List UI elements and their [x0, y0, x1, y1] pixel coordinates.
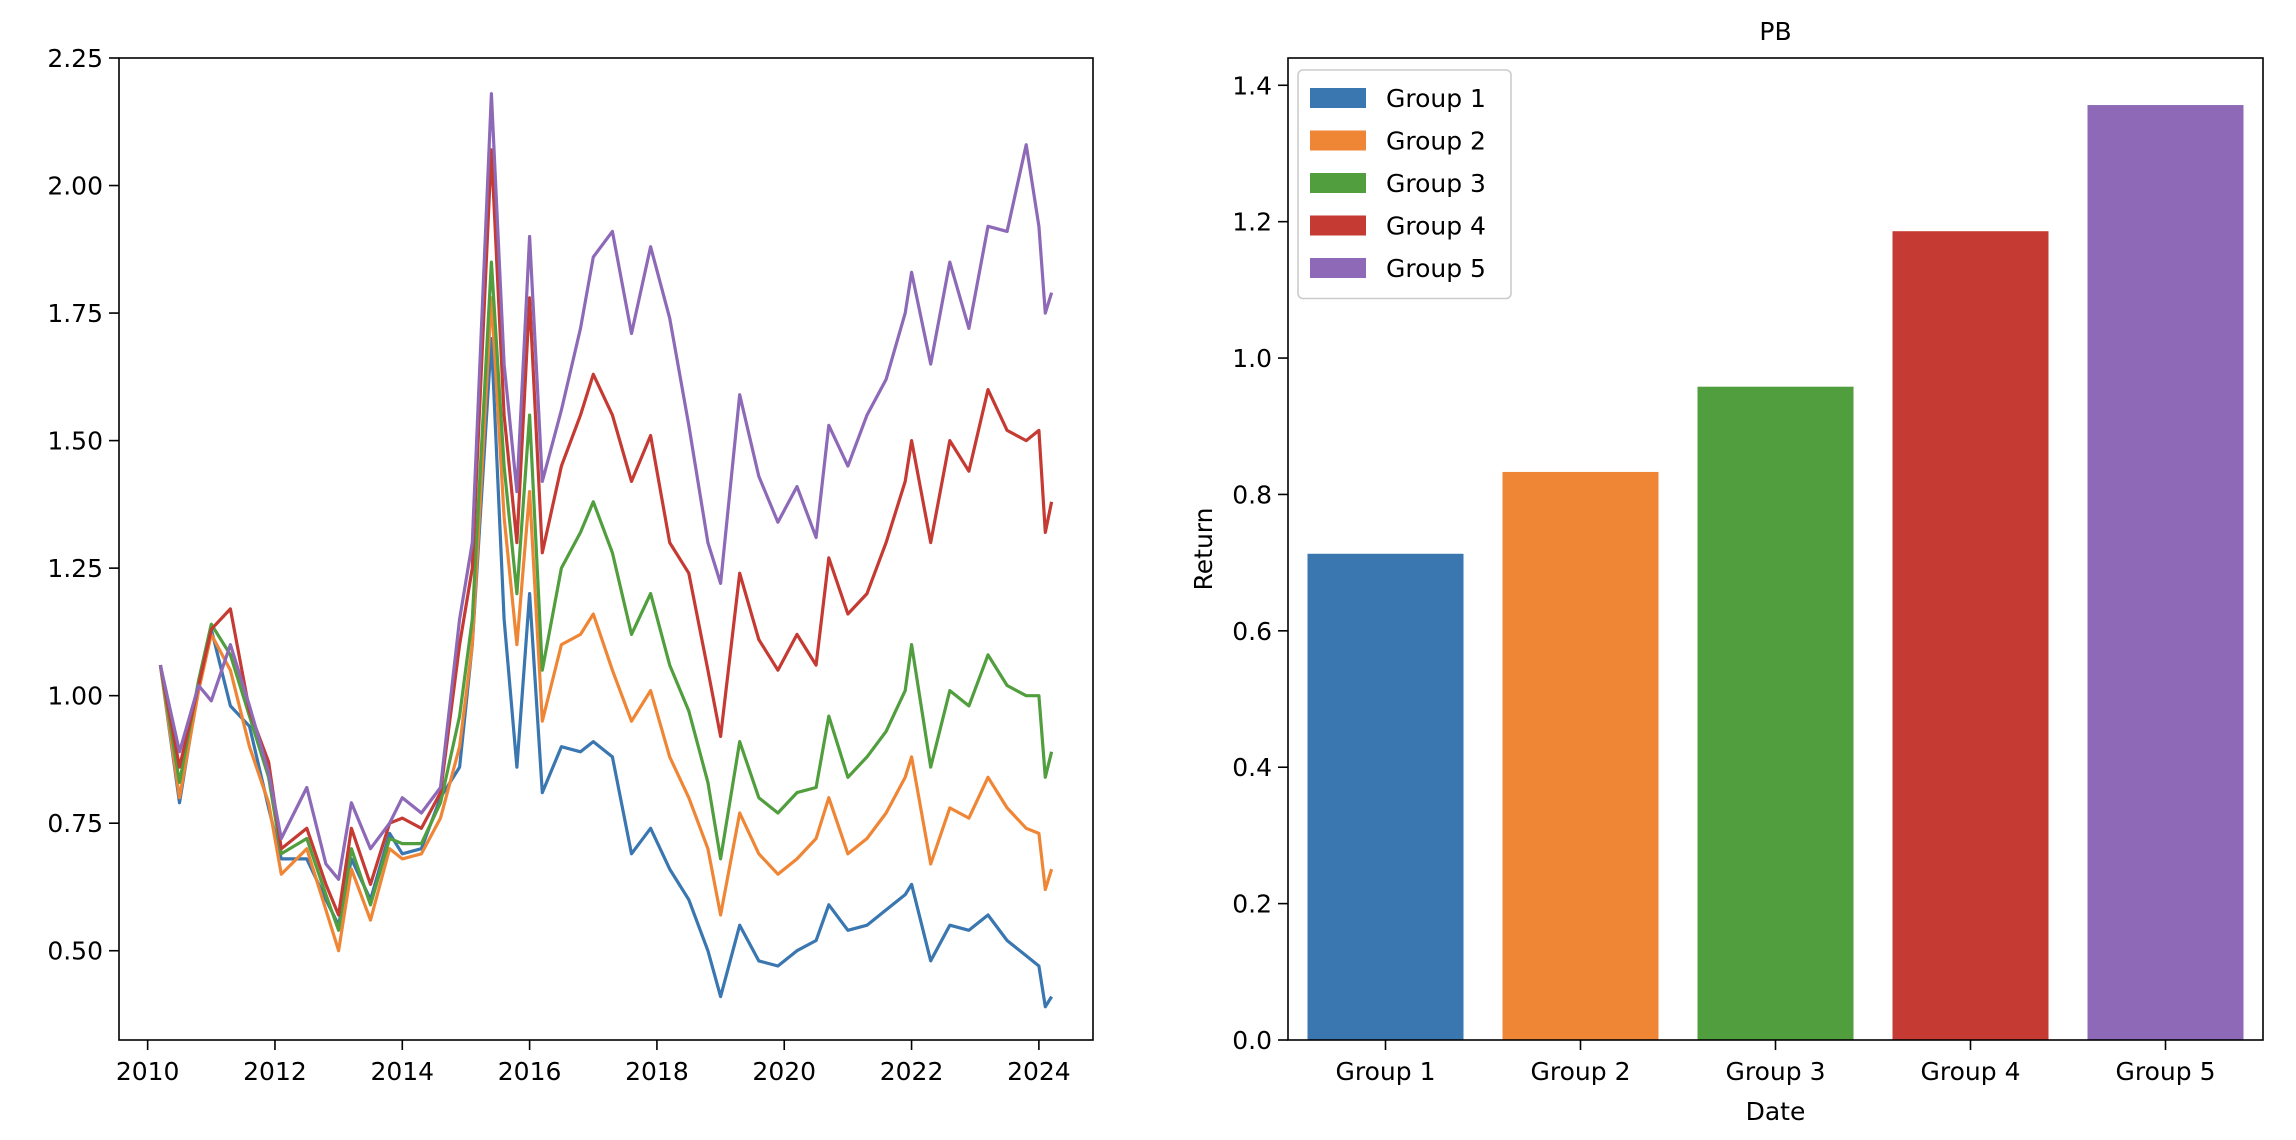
x-tick-label: 2010 [116, 1057, 180, 1086]
legend-swatch [1310, 215, 1366, 236]
legend-label: Group 4 [1386, 212, 1486, 241]
bar-5 [2087, 105, 2244, 1040]
line-series-4 [158, 148, 1054, 917]
legend-swatch [1310, 88, 1366, 108]
legend-label: Group 5 [1386, 254, 1486, 283]
plot-frame [118, 57, 1094, 1041]
y-axis-label: Return [1189, 508, 1218, 591]
x-tick-label: Group 4 [1921, 1057, 2021, 1086]
y-tick-label: 0.6 [1232, 617, 1272, 646]
legend-swatch [1310, 173, 1366, 193]
y-tick-label: 0.8 [1232, 480, 1272, 509]
legend-label: Group 1 [1386, 84, 1486, 113]
y-tick-label: 2.00 [47, 172, 103, 201]
x-tick-label: 2016 [498, 1057, 562, 1086]
x-axis-label: Date [1746, 1097, 1806, 1126]
line-series-5 [158, 92, 1054, 881]
bar-3 [1697, 386, 1854, 1040]
x-tick-label: Group 1 [1336, 1057, 1436, 1086]
line-series-1 [158, 337, 1053, 1009]
y-tick-label: 0.4 [1232, 753, 1272, 782]
line-series-3 [158, 260, 1054, 932]
y-tick-label: 1.2 [1232, 208, 1272, 237]
y-tick-label: 1.50 [47, 427, 103, 456]
x-tick-label: Group 3 [1726, 1057, 1826, 1086]
x-tick-label: 2024 [1007, 1057, 1071, 1086]
legend-label: Group 2 [1386, 127, 1486, 156]
y-tick-label: 1.0 [1232, 344, 1272, 373]
x-tick-label: 2022 [880, 1057, 944, 1086]
y-tick-label: 0.50 [47, 937, 103, 966]
legend-swatch [1310, 258, 1366, 278]
bar-1 [1307, 553, 1464, 1040]
bar-4 [1892, 231, 2049, 1041]
y-tick-label: 1.25 [47, 554, 103, 583]
chart-title: PB [1759, 17, 1791, 46]
bar-chart: Group 1 Group 2 Group 3 Group 4 Group 5 0.0 0.… [1189, 17, 2264, 1126]
x-tick-label: Group 5 [2116, 1057, 2216, 1086]
line-chart: 2010 2012 2014 2016 2018 2020 2022 2024 0.50 0.75… [47, 44, 1094, 1086]
y-tick-label: 1.00 [47, 682, 103, 711]
y-tick-label: 2.25 [47, 44, 103, 73]
y-tick-label: 1.4 [1232, 71, 1272, 100]
x-tick-label: 2018 [625, 1057, 689, 1086]
x-tick-label: Group 2 [1531, 1057, 1631, 1086]
y-tick-label: 0.2 [1232, 890, 1272, 919]
legend-box [1297, 69, 1512, 300]
line-series-2 [158, 296, 1054, 953]
y-tick-label: 0.0 [1232, 1026, 1272, 1055]
x-tick-label: 2020 [752, 1057, 816, 1086]
legend-label: Group 3 [1386, 169, 1486, 198]
x-tick-label: 2012 [243, 1057, 307, 1086]
y-tick-label: 1.75 [47, 299, 103, 328]
y-tick-label: 0.75 [47, 809, 103, 838]
x-tick-label: 2014 [370, 1057, 434, 1086]
legend-swatch [1310, 130, 1366, 151]
bar-2 [1502, 471, 1659, 1040]
